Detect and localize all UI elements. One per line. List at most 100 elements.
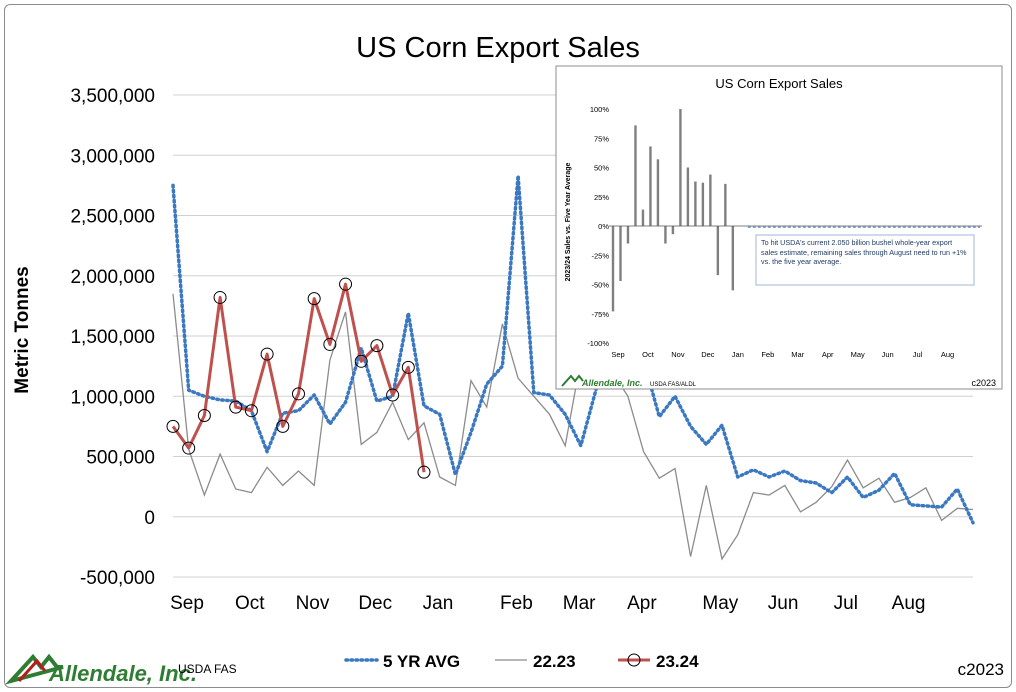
series-23-24-marker <box>213 290 227 304</box>
inset-copyright: c2023 <box>971 378 996 388</box>
inset-y-tick-label: -75% <box>591 310 609 319</box>
main-x-tick-label: Dec <box>358 593 392 614</box>
logo-mark-icon <box>5 653 64 685</box>
inset-bars <box>611 109 735 312</box>
inset-y-tick-label: -100% <box>587 339 609 348</box>
main-x-tick-label: Feb <box>500 593 533 614</box>
inset-logo-mark-icon <box>561 374 584 387</box>
inset-bar <box>679 109 682 226</box>
series-23-24-marker <box>354 354 368 368</box>
main-x-tick-label: Apr <box>627 593 657 614</box>
main-y-tick-label: 500,000 <box>86 448 155 469</box>
series-23-24-marker <box>386 388 400 402</box>
inset-bar <box>619 226 622 281</box>
main-x-tick-label: Mar <box>563 593 596 614</box>
inset-source: USDA FAS/ALDL <box>650 382 697 388</box>
logo-text: Allendale, Inc. <box>48 661 197 686</box>
inset-bar <box>626 226 630 244</box>
main-x-tick-label: Nov <box>296 593 330 614</box>
main-y-tick-label: 1,500,000 <box>70 327 155 348</box>
inset-x-tick-label: Jun <box>882 350 894 359</box>
inset-x-tick-label: Jul <box>913 350 923 359</box>
series-23-24-marker <box>307 292 321 306</box>
main-x-ticks: Sep Oct Nov Dec Jan Feb Mar Apr May Jun Jul Aug <box>170 593 925 614</box>
inset-y-tick-label: -25% <box>591 251 609 260</box>
footer-source: USDA FAS <box>178 662 237 676</box>
inset-bar <box>731 226 735 291</box>
main-y-tick-label: 3,500,000 <box>70 86 155 107</box>
inset-x-tick-label: Sep <box>611 350 624 359</box>
series-line-5-yr-avg <box>171 173 975 525</box>
inset-y-tick-label: 75% <box>594 134 609 143</box>
inset-bar <box>641 209 645 226</box>
inset-x-tick-label: Apr <box>822 350 834 359</box>
inset-chart: US Corn Export Sales 2023/24 Sales vs. F… <box>555 65 1003 390</box>
series-23-24-marker <box>291 387 305 401</box>
main-y-tick-label: 1,000,000 <box>70 387 155 408</box>
series-23-24-marker <box>244 404 258 418</box>
legend-label-5yr-avg: 5 YR AVG <box>383 652 460 671</box>
chart-frame: US Corn Export Sales Metric Tonnes 3,500… <box>4 4 1012 688</box>
legend-item-22-23: 22.23 <box>495 652 576 671</box>
legend-label-22-23: 22.23 <box>533 652 576 671</box>
inset-x-tick-label: Dec <box>701 350 715 359</box>
legend-item-5yr-avg: 5 YR AVG <box>344 652 460 671</box>
main-y-tick-label: 3,000,000 <box>70 146 155 167</box>
main-y-tick-label: 2,500,000 <box>70 207 155 228</box>
inset-bar <box>701 182 705 226</box>
series-line-23-24 <box>171 282 426 473</box>
inset-x-ticks: Sep Oct Nov Dec Jan Feb Mar Apr May Jun Jul Aug <box>611 350 954 359</box>
series-line-22-23 <box>172 293 974 561</box>
inset-bar <box>724 183 727 226</box>
inset-bar <box>664 226 667 244</box>
inset-y-tick-label: 100% <box>590 105 610 114</box>
legend-marker-23-24 <box>627 653 641 667</box>
main-x-tick-label: Jul <box>834 593 858 614</box>
chart-canvas: US Corn Export Sales Metric Tonnes 3,500… <box>5 32 1004 686</box>
main-x-tick-label: Aug <box>892 593 926 614</box>
main-title: US Corn Export Sales <box>356 32 640 64</box>
inset-x-tick-label: Jan <box>732 350 744 359</box>
inset-y-ticks: 100% 75% 50% 25% 0% -25% -50% -75% -100% <box>587 105 609 348</box>
inset-logo-text: Allendale, Inc. <box>581 378 643 388</box>
legend-label-23-24: 23.24 <box>656 652 699 671</box>
main-y-tick-label: 2,000,000 <box>70 267 155 288</box>
inset-y-axis-label: 2023/24 Sales vs. Five Year Average <box>565 162 572 281</box>
inset-x-tick-label: May <box>851 350 865 359</box>
main-y-axis-label: Metric Tonnes <box>12 266 33 393</box>
series-23-24-marker <box>260 347 274 361</box>
inset-bar <box>686 167 690 226</box>
inset-annotation-box <box>755 234 975 286</box>
series-23-24-marker <box>276 419 290 433</box>
legend-item-23-24: 23.24 <box>618 652 699 671</box>
inset-bar <box>709 174 712 226</box>
main-x-tick-label: Jan <box>423 593 454 614</box>
inset-bar <box>634 125 637 226</box>
inset-y-tick-label: 25% <box>594 193 609 202</box>
main-y-tick-label: 0 <box>144 508 155 529</box>
inset-x-tick-label: Nov <box>671 350 685 359</box>
inset-y-tick-label: -50% <box>591 281 609 290</box>
main-x-tick-label: May <box>702 593 738 614</box>
main-x-tick-label: Oct <box>235 593 265 614</box>
main-y-tick-label: -500,000 <box>80 568 155 589</box>
series-23-24-marker <box>401 360 415 374</box>
main-y-ticks: 3,500,000 3,000,000 2,500,000 2,000,000 1,50… <box>70 86 155 589</box>
inset-x-tick-label: Aug <box>941 350 954 359</box>
inset-annotation: To hit USDA's current 2.050 billion bush… <box>761 238 967 266</box>
legend: 5 YR AVG 22.23 23.24 <box>344 652 699 671</box>
main-x-tick-label: Sep <box>170 593 204 614</box>
series-23-24-marker <box>417 465 431 479</box>
main-series-group <box>166 173 975 561</box>
inset-bar <box>656 159 660 226</box>
inset-y-tick-label: 50% <box>594 164 609 173</box>
series-23-24-marker <box>370 339 384 353</box>
allendale-logo: Allendale, Inc. <box>5 653 197 686</box>
inset-x-tick-label: Mar <box>791 350 804 359</box>
inset-title: US Corn Export Sales <box>715 76 843 91</box>
series-23-24-marker <box>166 419 180 433</box>
series-23-24-marker <box>339 277 353 291</box>
inset-bar <box>649 146 652 226</box>
inset-x-tick-label: Feb <box>761 350 774 359</box>
series-23-24-marker <box>229 400 243 414</box>
